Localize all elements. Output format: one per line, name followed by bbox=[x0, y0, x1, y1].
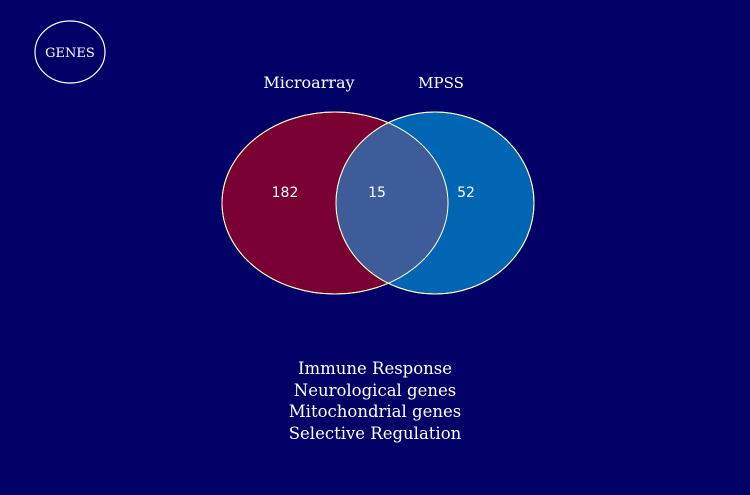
category-item: Selective Regulation bbox=[288, 423, 462, 443]
count-microarray-only: 182 bbox=[272, 185, 299, 201]
overlap-region bbox=[336, 112, 448, 294]
count-overlap: 15 bbox=[368, 185, 386, 201]
mpss-circle-outline bbox=[335, 111, 535, 295]
genes-badge-outline bbox=[34, 20, 106, 84]
set-label-mpss: MPSS bbox=[418, 74, 464, 92]
genes-badge-label: GENES bbox=[45, 46, 95, 61]
category-item: Immune Response bbox=[297, 359, 453, 378]
microarray-circle-outline bbox=[221, 111, 449, 295]
category-list: Immune Response Neurological genes Mitoc… bbox=[230, 358, 520, 444]
set-label-microarray: Microarray bbox=[263, 73, 354, 92]
category-item: Mitochondrial genes bbox=[288, 402, 462, 421]
category-item: Neurological genes bbox=[293, 380, 457, 400]
count-mpss-only: 52 bbox=[457, 185, 475, 201]
